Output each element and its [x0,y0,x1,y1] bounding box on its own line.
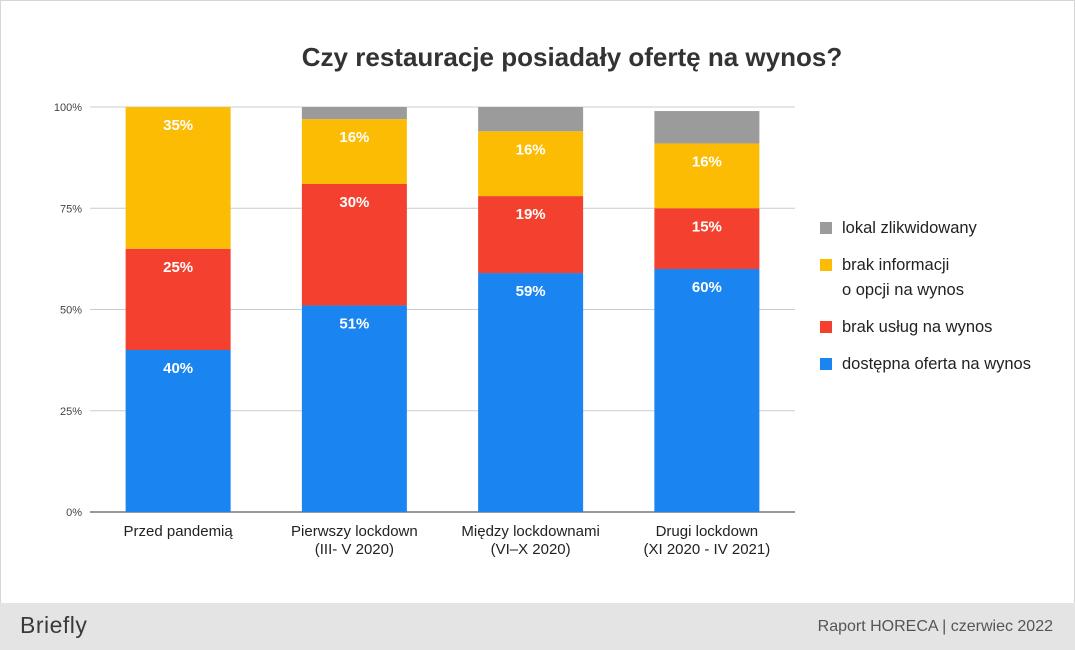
legend-swatch [820,259,832,271]
data-label: 35% [163,117,193,134]
x-tick-label: Drugi lockdown [656,523,759,540]
legend-swatch [820,358,832,370]
bar-segment [301,119,407,184]
data-label: 60% [692,279,722,296]
legend-item: lokal zlikwidowany [820,216,1070,241]
data-label: 51% [339,315,369,332]
legend-item: dostępna oferta na wynos [820,352,1070,377]
legend-label: brak informacji o opcji na wynos [842,256,964,299]
data-label: 16% [516,141,546,158]
chart-title: Czy restauracje posiadały ofertę na wyno… [301,42,843,72]
x-tick-label: (VI–X 2020) [491,541,571,558]
legend-label: brak usług na wynos [842,318,993,336]
bar-segment [654,269,760,512]
bar-segment [125,107,231,249]
legend-item: brak usług na wynos [820,315,1070,340]
legend-item: brak informacji o opcji na wynos [820,253,1070,303]
y-tick-label: 75% [60,203,82,215]
legend-label: dostępna oferta na wynos [842,355,1031,373]
y-tick-label: 50% [60,305,82,317]
bar-segment [654,208,760,269]
bar-segment [478,107,584,132]
legend-label: lokal zlikwidowany [842,219,977,237]
bar-segment [478,196,584,274]
brand-logo: Briefly [20,612,88,638]
x-tick-label: Pierwszy lockdown [291,523,418,540]
data-label: 30% [339,194,369,211]
bar-segment [125,350,231,512]
data-label: 15% [692,218,722,235]
footer: Briefly Raport HORECA | czerwiec 2022 [0,603,1075,650]
bar-segment [654,143,760,209]
y-tick-label: 25% [60,406,82,418]
chart-legend: lokal zlikwidowany brak informacji o opcj… [820,216,1070,389]
legend-swatch [820,222,832,234]
bar-segment [654,111,760,144]
bar-segment [301,107,407,120]
data-label: 25% [163,259,193,276]
stacked-bar-chart: 0% 25% 50% 75% 100% 40% 25% 35% Przed pandemią 51… [54,102,795,558]
data-label: 19% [516,206,546,223]
data-label: 59% [516,283,546,300]
data-label: 16% [692,153,722,170]
y-tick-label: 0% [66,507,82,519]
legend-swatch [820,321,832,333]
bar-segment [301,305,407,512]
data-label: 16% [339,129,369,146]
data-label: 40% [163,360,193,377]
bar-segment [301,183,407,306]
x-tick-label: (III- V 2020) [315,541,394,558]
bar-segment [125,248,231,350]
x-tick-label: (XI 2020 - IV 2021) [644,541,771,558]
bar-segment [478,273,584,512]
bar-segment [478,131,584,197]
x-tick-label: Między lockdownami [461,523,599,540]
x-tick-label: Przed pandemią [124,523,234,540]
y-tick-label: 100% [54,102,82,114]
report-caption: Raport HORECA | czerwiec 2022 [817,618,1053,635]
